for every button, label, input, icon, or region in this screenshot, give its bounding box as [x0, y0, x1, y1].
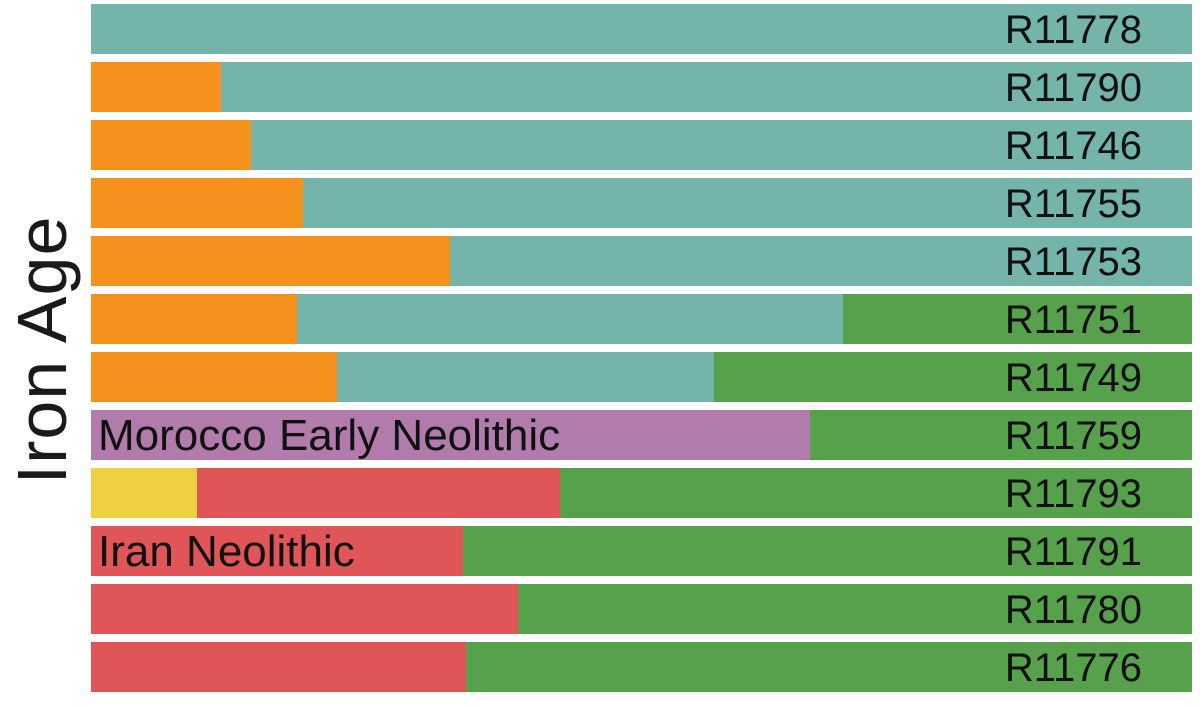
- bar-segment-orange: [91, 294, 297, 344]
- sample-id-label: R11780: [1004, 588, 1142, 632]
- bar-segment-green: [714, 352, 1192, 402]
- bar-row: R11751: [91, 294, 1192, 344]
- bar-segment-orange: [91, 120, 251, 170]
- bar-row: R11778: [91, 4, 1192, 54]
- bar-segment-green: [466, 642, 1192, 692]
- bar-segment-teal: [303, 178, 1192, 228]
- bar-row: R11749: [91, 352, 1192, 402]
- bars-container: R11778 R11790 R11746 R11755 R11753 R11751 R117…: [91, 4, 1192, 700]
- y-axis-label: Iron Age: [3, 215, 81, 485]
- bar-segment-green: [842, 294, 1192, 344]
- bar-row: Iran Neolithic R11791: [91, 526, 1192, 576]
- bar-row: Morocco Early Neolithic R11759: [91, 410, 1192, 460]
- component-annotation: Iran Neolithic: [98, 527, 355, 576]
- bar-segment-orange: [91, 236, 450, 286]
- sample-id-label: R11751: [1004, 298, 1142, 342]
- sample-id-label: R11778: [1004, 8, 1142, 52]
- bar-row: R11776: [91, 642, 1192, 692]
- sample-id-label: R11791: [1004, 530, 1142, 574]
- bar-segment-orange: [91, 178, 304, 228]
- bar-segment-red: [196, 468, 561, 518]
- bar-row: R11793: [91, 468, 1192, 518]
- bar-segment-green: [809, 410, 1192, 460]
- sample-id-label: R11790: [1004, 66, 1142, 110]
- bar-segment-teal: [250, 120, 1192, 170]
- sample-id-label: R11749: [1004, 356, 1142, 400]
- bar-segment-green: [560, 468, 1192, 518]
- bar-segment-teal: [336, 352, 715, 402]
- bar-row: R11746: [91, 120, 1192, 170]
- bar-segment-teal: [296, 294, 843, 344]
- bar-segment-red: [91, 584, 519, 634]
- sample-id-label: R11755: [1004, 182, 1142, 226]
- bar-segment-purple: [91, 410, 810, 460]
- bar-segment-orange: [91, 62, 221, 112]
- bar-segment-red: [91, 642, 467, 692]
- bar-segment-teal: [220, 62, 1192, 112]
- sample-id-label: R11759: [1004, 414, 1142, 458]
- bar-segment-yellow: [91, 468, 197, 518]
- bar-row: R11755: [91, 178, 1192, 228]
- bar-row: R11753: [91, 236, 1192, 286]
- bar-segment-red: [91, 526, 464, 576]
- component-annotation: Morocco Early Neolithic: [98, 411, 561, 460]
- bar-row: R11780: [91, 584, 1192, 634]
- bar-segment-teal: [91, 4, 1192, 54]
- sample-id-label: R11793: [1004, 472, 1142, 516]
- bar-row: R11790: [91, 62, 1192, 112]
- sample-id-label: R11746: [1004, 124, 1142, 168]
- bar-segment-green: [518, 584, 1192, 634]
- bar-segment-green: [463, 526, 1192, 576]
- bar-segment-teal: [449, 236, 1192, 286]
- sample-id-label: R11776: [1004, 646, 1142, 690]
- bar-segment-orange: [91, 352, 337, 402]
- sample-id-label: R11753: [1004, 240, 1142, 284]
